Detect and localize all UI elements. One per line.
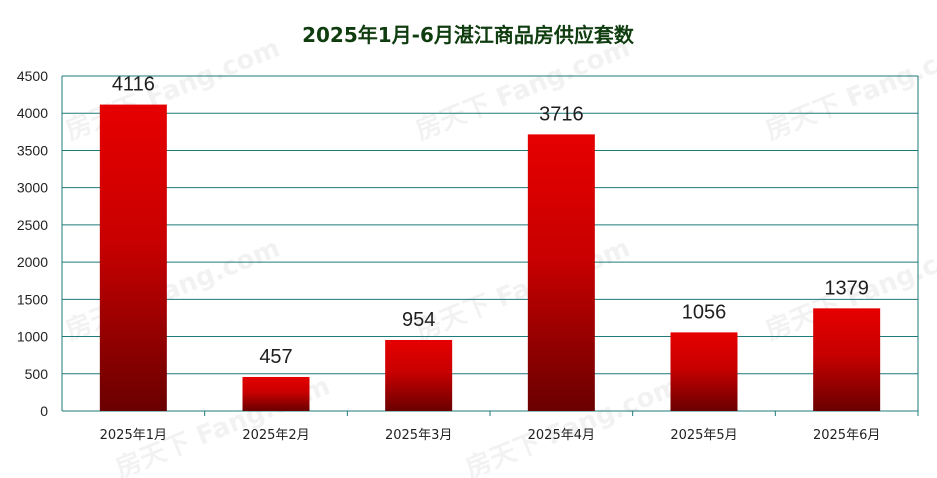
bar: [99, 104, 167, 411]
x-axis-ticks: 2025年1月 2025年2月 2025年3月 2025年4月 2025年5月 2025年…: [100, 411, 919, 443]
data-label: 954: [402, 309, 435, 331]
watermark-text: 房天下 Fang.com: [61, 233, 284, 346]
x-tick-label: 2025年2月: [242, 428, 309, 443]
y-axis-ticks: 0 500 1000 1500 2000 2500 3000 3500 4000 4500: [17, 68, 48, 419]
x-tick-label: 2025年1月: [100, 428, 167, 443]
x-tick-label: 2025年3月: [385, 428, 452, 443]
data-label: 457: [259, 346, 292, 368]
bar: [385, 339, 453, 411]
x-tick-label: 2025年5月: [670, 428, 737, 443]
bar: [813, 308, 881, 411]
y-tick-label: 0: [40, 403, 48, 419]
y-tick-label: 2500: [17, 217, 48, 233]
watermark-text: 房天下 Fang.com: [411, 33, 634, 146]
data-labels: 4116 457 954 3716 1056 1379: [112, 74, 869, 368]
bar: [242, 376, 310, 411]
bar: [527, 134, 595, 411]
y-tick-label: 4000: [17, 105, 48, 121]
data-label: 1379: [824, 277, 869, 299]
y-tick-label: 3500: [17, 142, 48, 158]
y-tick-label: 2000: [17, 254, 48, 270]
watermark-text: 房天下 Fang.com: [761, 33, 937, 146]
bar: [670, 332, 738, 411]
data-label: 4116: [112, 74, 155, 96]
data-label: 3716: [539, 103, 584, 125]
y-tick-label: 1500: [17, 291, 48, 307]
y-tick-label: 4500: [17, 68, 48, 84]
x-tick-label: 2025年6月: [813, 428, 880, 443]
data-label: 1056: [682, 301, 727, 323]
bars: [99, 104, 881, 411]
watermark-text: 房天下 Fang.com: [411, 233, 634, 346]
y-tick-label: 3000: [17, 180, 48, 196]
y-tick-label: 1000: [17, 329, 48, 345]
x-tick-label: 2025年4月: [528, 428, 595, 443]
y-tick-label: 500: [25, 366, 49, 382]
chart-title: 2025年1月-6月湛江商品房供应套数: [302, 23, 635, 47]
watermark-text: 房天下 Fang.com: [61, 33, 284, 146]
